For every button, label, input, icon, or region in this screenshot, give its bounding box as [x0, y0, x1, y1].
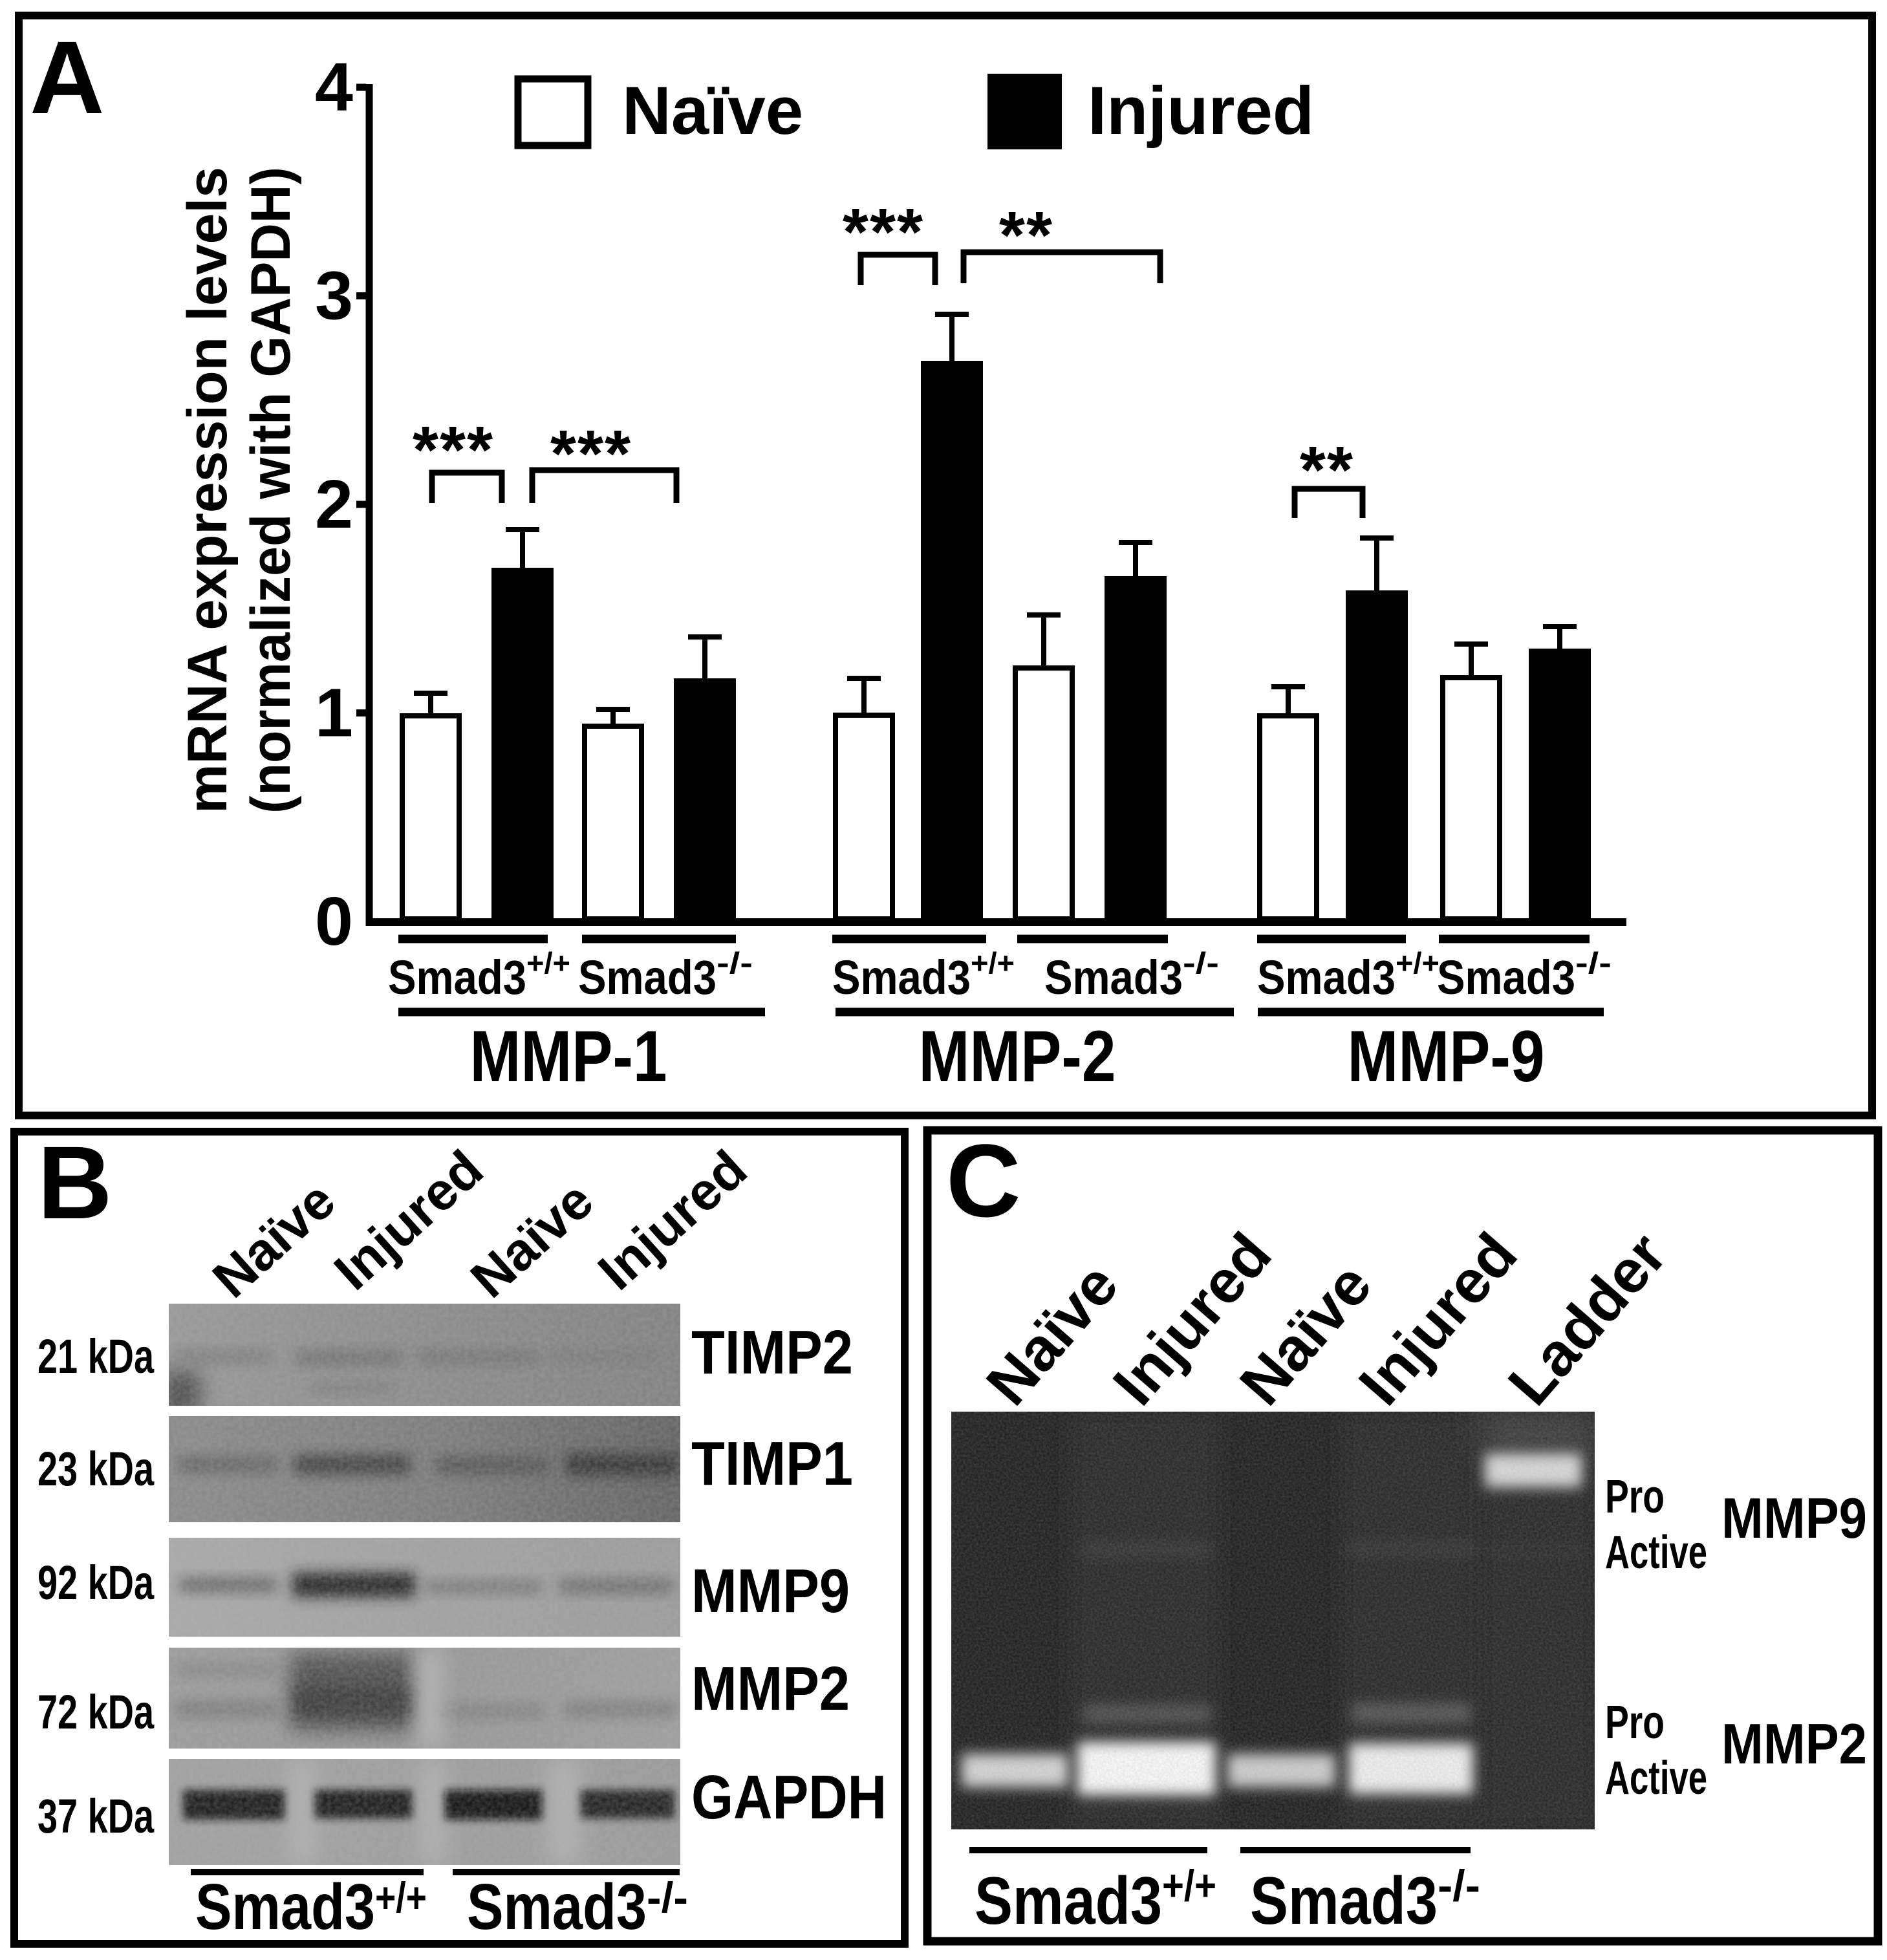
svg-text:B: B: [38, 1125, 113, 1240]
svg-text:Smad3-/-: Smad3-/-: [1437, 946, 1612, 1004]
svg-text:2: 2: [315, 466, 353, 543]
svg-text:Smad3+/+: Smad3+/+: [388, 946, 570, 1004]
svg-text:GAPDH: GAPDH: [691, 1763, 887, 1832]
svg-text:MMP2: MMP2: [691, 1654, 850, 1723]
svg-text:Smad3+/+: Smad3+/+: [975, 1861, 1216, 1939]
svg-text:MMP2: MMP2: [1721, 1712, 1867, 1776]
svg-text:23 kDa: 23 kDa: [38, 1442, 155, 1496]
svg-text:37 kDa: 37 kDa: [38, 1789, 155, 1843]
svg-text:4: 4: [315, 49, 353, 125]
svg-text:MMP-2: MMP-2: [919, 1016, 1116, 1097]
svg-text:Smad3-/-: Smad3-/-: [1044, 946, 1219, 1004]
svg-text:0: 0: [315, 883, 353, 960]
svg-text:C: C: [946, 1123, 1021, 1238]
svg-text:Smad3-/-: Smad3-/-: [578, 946, 753, 1004]
svg-text:MMP9: MMP9: [1721, 1486, 1867, 1550]
svg-text:Smad3+/+: Smad3+/+: [1257, 946, 1440, 1004]
svg-text:MMP9: MMP9: [691, 1556, 850, 1626]
svg-text:Smad3-/-: Smad3-/-: [467, 1871, 688, 1943]
svg-text:1: 1: [315, 675, 353, 751]
svg-text:Injured: Injured: [1346, 1220, 1530, 1417]
svg-text:MMP-9: MMP-9: [1348, 1016, 1545, 1097]
svg-text:Naïve: Naïve: [622, 73, 803, 149]
svg-text:Naïve: Naïve: [973, 1251, 1131, 1417]
svg-text:***: ***: [843, 195, 924, 269]
svg-text:Ladder: Ladder: [1495, 1220, 1679, 1417]
svg-text:A: A: [30, 19, 105, 135]
svg-text:3: 3: [315, 258, 353, 334]
svg-text:**: **: [1300, 433, 1354, 507]
svg-text:TIMP2: TIMP2: [691, 1318, 853, 1387]
svg-text:92 kDa: 92 kDa: [38, 1556, 155, 1610]
svg-text:MMP-1: MMP-1: [470, 1016, 667, 1097]
svg-text:Active: Active: [1605, 1752, 1707, 1804]
svg-text:Pro: Pro: [1605, 1697, 1665, 1749]
svg-text:Injured: Injured: [323, 1139, 494, 1302]
svg-text:72 kDa: 72 kDa: [38, 1685, 155, 1739]
svg-text:***: ***: [550, 416, 632, 491]
svg-text:(normalized with GAPDH): (normalized with GAPDH): [240, 167, 302, 813]
svg-text:Pro: Pro: [1605, 1471, 1665, 1523]
svg-text:***: ***: [413, 413, 494, 487]
svg-text:Injured: Injured: [587, 1139, 758, 1302]
svg-text:mRNA expression levels: mRNA expression levels: [177, 167, 239, 813]
svg-text:**: **: [999, 198, 1053, 272]
svg-text:21 kDa: 21 kDa: [38, 1330, 155, 1383]
svg-text:Smad3+/+: Smad3+/+: [195, 1871, 427, 1943]
svg-text:TIMP1: TIMP1: [691, 1429, 853, 1498]
svg-text:Injured: Injured: [1088, 73, 1314, 149]
svg-text:Smad3+/+: Smad3+/+: [832, 946, 1015, 1004]
svg-text:Smad3-/-: Smad3-/-: [1250, 1861, 1480, 1939]
svg-text:Active: Active: [1605, 1527, 1707, 1578]
svg-text:Naïve: Naïve: [202, 1170, 347, 1309]
